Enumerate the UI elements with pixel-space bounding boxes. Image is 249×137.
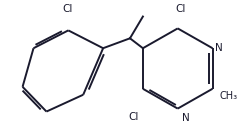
Text: Cl: Cl <box>129 112 139 122</box>
Text: N: N <box>215 43 223 53</box>
Text: Cl: Cl <box>62 4 72 14</box>
Text: CH₃: CH₃ <box>219 91 238 101</box>
Text: N: N <box>182 113 190 123</box>
Text: Cl: Cl <box>176 4 186 14</box>
